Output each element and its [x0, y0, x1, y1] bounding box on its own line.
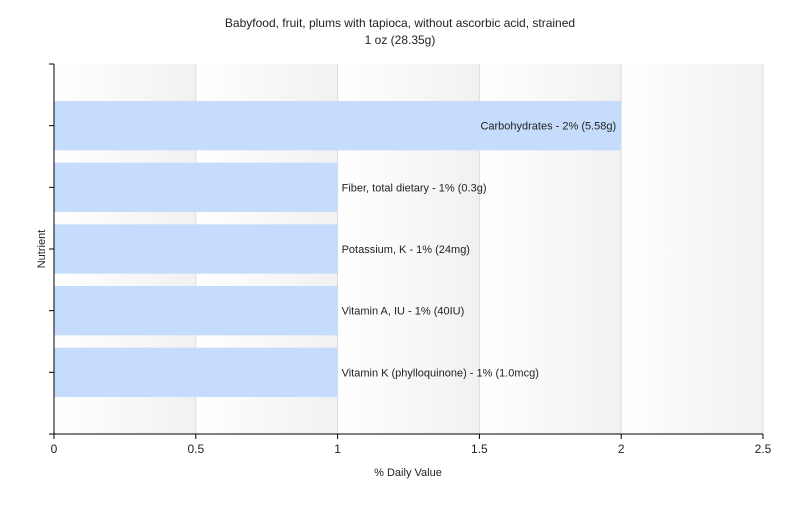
x-tick-label: 1.5	[471, 442, 488, 456]
chart-title: Babyfood, fruit, plums with tapioca, wit…	[225, 16, 575, 30]
bar	[54, 101, 622, 151]
x-tick-label: 0.5	[187, 442, 204, 456]
bars	[54, 101, 622, 397]
bar	[54, 224, 338, 274]
bar-labels: Carbohydrates - 2% (5.58g) Fiber, total d…	[342, 121, 617, 380]
chart-subtitle: 1 oz (28.35g)	[365, 33, 436, 47]
bar	[54, 347, 338, 397]
x-axis-title: % Daily Value	[374, 467, 442, 479]
x-tick-label: 2.5	[755, 442, 772, 456]
bar-label: Vitamin A, IU - 1% (40IU)	[342, 306, 465, 318]
bar	[54, 286, 338, 336]
x-tick-label: 1	[334, 442, 341, 456]
bar-label: Carbohydrates - 2% (5.58g)	[480, 121, 616, 133]
axes: 0 0.5 1 1.5 2 2.5	[49, 63, 772, 456]
y-axis-title: Nutrient	[36, 230, 48, 269]
bar-label: Fiber, total dietary - 1% (0.3g)	[342, 182, 487, 194]
plot-band	[621, 64, 763, 434]
bar-label: Vitamin K (phylloquinone) - 1% (1.0mcg)	[342, 367, 539, 379]
bar	[54, 162, 338, 212]
x-tick-label: 2	[618, 442, 625, 456]
x-tick-label: 0	[51, 442, 58, 456]
bar-label: Potassium, K - 1% (24mg)	[342, 244, 470, 256]
